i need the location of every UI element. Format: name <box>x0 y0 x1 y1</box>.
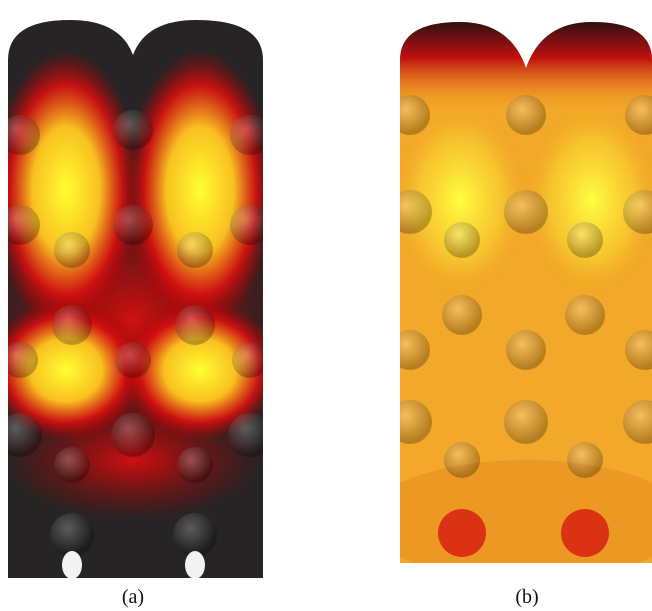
panel-b <box>400 22 652 563</box>
panel-label: (b) <box>515 586 538 608</box>
panel-label: (a) <box>122 586 144 608</box>
panel-a <box>8 20 263 578</box>
